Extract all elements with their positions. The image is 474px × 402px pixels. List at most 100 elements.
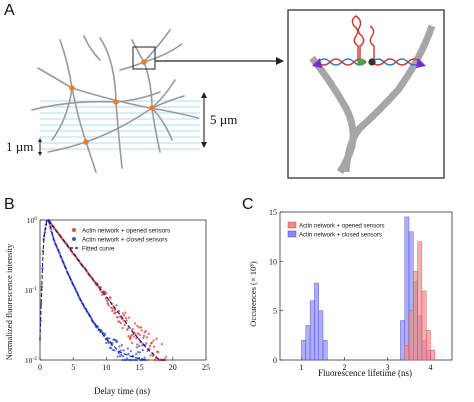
x-tick-label: 2 (343, 363, 347, 372)
data-point (96, 325, 100, 328)
data-point (116, 355, 119, 358)
data-point (141, 348, 144, 352)
data-point (130, 341, 134, 345)
histogram-bar (413, 270, 418, 361)
histogram-bar (425, 330, 431, 361)
histogram-bar (430, 349, 436, 361)
data-point (147, 332, 150, 335)
lifetime-histogram-chart: Occurences (× 10³) Fluorescence lifetime… (248, 208, 453, 378)
data-point (123, 314, 126, 317)
panel-c-letter: C (242, 196, 254, 213)
data-point (143, 356, 146, 359)
data-point (126, 347, 129, 350)
x-tick-label: 0 (38, 363, 42, 372)
data-point (121, 358, 124, 362)
actin-network-schematic: 5 µm 1 µm (6, 9, 445, 179)
data-point (110, 306, 113, 309)
data-point (120, 353, 123, 356)
data-point (139, 326, 143, 329)
data-point (40, 302, 43, 305)
data-point (111, 307, 115, 310)
data-point (129, 338, 132, 341)
data-point (151, 354, 155, 358)
data-point (118, 355, 122, 358)
data-point (127, 335, 130, 338)
data-point (136, 350, 140, 354)
data-point (116, 316, 119, 319)
data-point (150, 341, 153, 344)
data-point (104, 290, 107, 293)
data-point (164, 355, 168, 358)
data-point (133, 322, 137, 325)
panel-b-letter: B (4, 196, 15, 213)
data-point (126, 357, 129, 360)
data-point (58, 252, 61, 255)
data-point (38, 338, 42, 341)
data-point (135, 358, 138, 362)
y-tick-label: 10-2 (25, 356, 37, 365)
data-point (137, 337, 140, 340)
data-point (148, 344, 152, 347)
data-point (138, 333, 141, 336)
data-point (109, 296, 112, 299)
data-point (136, 343, 139, 346)
zoomed-filaments (309, 24, 436, 174)
x-tick-label: 25 (202, 363, 210, 372)
data-point (126, 327, 129, 330)
data-point (154, 358, 157, 362)
hist-opened (404, 241, 436, 361)
fitted-curve-closed-line (39, 219, 147, 361)
data-point (132, 335, 135, 338)
y-tick-label: 10-1 (25, 286, 37, 295)
anchor-right-icon (416, 58, 426, 68)
data-point (135, 346, 138, 349)
legend-hist-opened-swatch (287, 221, 297, 229)
legend-closed-label: Actin network + closed sensors (82, 237, 167, 244)
data-point (144, 358, 147, 362)
data-point (131, 327, 134, 331)
data-point (138, 351, 141, 354)
data-point (99, 286, 103, 289)
histogram-bar (400, 320, 405, 361)
zoom-inset-frame (287, 9, 445, 179)
chart-b-legend: Actin network + opened sensors Actin net… (70, 228, 170, 253)
data-point (149, 354, 152, 357)
legend-hist-opened-label: Actin network + opened sensors (299, 224, 385, 230)
scale-label-1um: 1 µm (6, 139, 33, 154)
data-point (146, 349, 149, 353)
data-point (110, 347, 113, 350)
chart-c-ylabel: Occurences (× 10³) (248, 261, 258, 327)
x-tick-label: 10 (102, 363, 110, 372)
y-tick-label: 0 (273, 356, 277, 365)
histogram-bar (309, 300, 315, 361)
dna-sensor (312, 15, 426, 68)
data-point (152, 339, 155, 342)
data-point (135, 353, 138, 356)
data-point (136, 324, 139, 328)
x-tick-label: 3 (386, 363, 390, 372)
data-point (118, 345, 121, 348)
data-point (138, 326, 141, 329)
data-point (127, 316, 131, 319)
histogram-bar (322, 340, 328, 361)
data-point (153, 345, 156, 348)
data-point (138, 345, 141, 348)
legend-opened-marker (72, 228, 76, 232)
zoom-arrowhead-icon (276, 57, 284, 65)
x-tick-label: 4 (429, 363, 433, 372)
data-point (144, 329, 147, 333)
x-tick-label: 1 (300, 363, 304, 372)
legend-fit-label: Fitted curve (82, 246, 115, 253)
data-point (107, 302, 110, 305)
data-point (120, 343, 123, 347)
chart-b-plot: 0 5 10 15 20 25 100 10-1 10-2 (25, 216, 210, 372)
scale-bar-thickness (38, 138, 42, 156)
data-point (160, 342, 164, 346)
histogram-bar (314, 282, 319, 361)
histogram-bar (301, 340, 307, 361)
data-point (104, 297, 107, 300)
data-point (124, 311, 127, 314)
data-point (107, 304, 110, 307)
data-point (107, 341, 110, 344)
data-point (121, 355, 125, 358)
